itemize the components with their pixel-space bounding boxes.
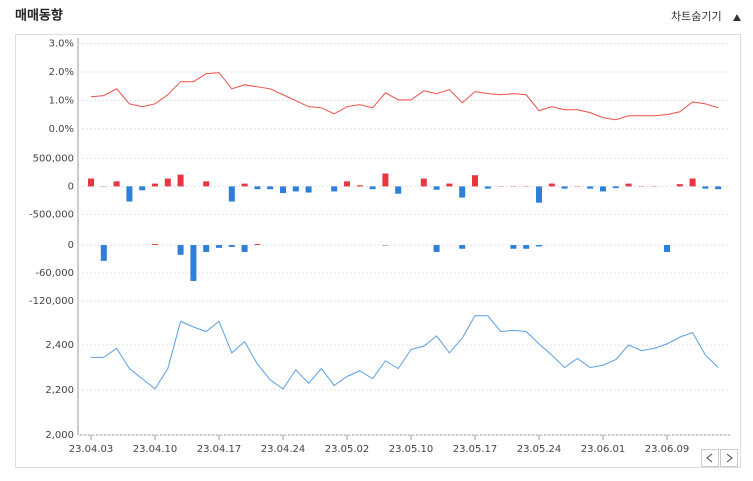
bar <box>344 181 350 187</box>
bar <box>510 245 517 249</box>
next-button[interactable] <box>720 449 738 467</box>
y-tick-label: -500,000 <box>29 209 74 220</box>
bar <box>600 186 606 192</box>
x-tick-label: 23.05.02 <box>325 444 370 455</box>
bar <box>177 174 184 187</box>
bar <box>152 244 158 246</box>
bar <box>395 186 402 194</box>
bar <box>548 183 555 187</box>
x-tick-label: 23.04.17 <box>197 444 242 455</box>
bar <box>420 178 427 187</box>
bar <box>369 186 376 190</box>
bar <box>267 186 274 190</box>
x-tick-label: 23.05.10 <box>389 444 434 455</box>
next-icon[interactable] <box>726 453 733 463</box>
x-tick-label: 23.04.24 <box>261 444 306 455</box>
bar <box>523 245 530 249</box>
y-tick-label: 2,200 <box>45 385 74 396</box>
bar <box>113 181 120 187</box>
bar <box>280 186 286 194</box>
bar <box>254 186 261 190</box>
bar <box>536 245 542 247</box>
y-tick-label: -120,000 <box>29 296 74 307</box>
y-tick-label: 0 <box>68 240 74 251</box>
x-tick-label: 23.04.03 <box>69 444 114 455</box>
y-tick-label: 3.0% <box>49 39 74 50</box>
bar <box>152 183 158 187</box>
bar <box>433 186 440 190</box>
bar <box>139 186 146 191</box>
bar <box>292 186 299 192</box>
y-tick-label: 2.0% <box>49 67 74 78</box>
bar <box>536 186 542 203</box>
bar <box>446 183 453 187</box>
toggle-icon[interactable] <box>733 14 741 21</box>
toggle-chart[interactable]: 차트숨기기 <box>671 10 722 23</box>
x-tick-label: 23.04.10 <box>133 444 178 455</box>
bar <box>459 245 466 249</box>
bar <box>715 186 722 190</box>
bar <box>689 178 696 187</box>
y-tick-label: 0.0% <box>49 124 74 135</box>
bar <box>612 186 619 189</box>
bar <box>177 245 184 255</box>
x-tick-label: 23.05.17 <box>453 444 498 455</box>
prev-button[interactable] <box>701 449 719 467</box>
bar <box>203 245 210 253</box>
bar <box>216 245 222 248</box>
y-tick-label: 1.0% <box>49 95 74 106</box>
chart-frame <box>15 34 741 468</box>
x-tick-label: 23.06.01 <box>581 444 626 455</box>
bar <box>164 178 171 187</box>
y-tick-label: -60,000 <box>35 268 74 279</box>
bar <box>356 185 363 187</box>
bar <box>203 181 210 187</box>
line-series <box>90 72 719 121</box>
bar <box>382 173 389 187</box>
bar <box>241 245 248 253</box>
y-tick-label: 500,000 <box>33 153 74 164</box>
bar <box>228 186 235 202</box>
bar <box>676 184 683 187</box>
y-tick-label: 2,000 <box>45 430 74 441</box>
bar <box>241 183 248 187</box>
bar <box>561 186 568 189</box>
bar <box>664 245 670 253</box>
bar <box>190 245 197 281</box>
widget-title: 매매동향 <box>15 8 63 24</box>
bar <box>433 245 440 253</box>
bar <box>305 186 312 193</box>
bar <box>126 186 133 202</box>
line-series <box>91 315 719 390</box>
bar <box>484 186 491 189</box>
bar <box>587 186 594 189</box>
prev-icon[interactable] <box>706 453 713 463</box>
bar <box>459 186 466 198</box>
bar <box>331 186 338 192</box>
bar <box>702 186 709 189</box>
bar <box>472 175 478 187</box>
y-tick-label: 0 <box>68 181 74 192</box>
y-tick-label: 2,400 <box>45 340 74 351</box>
x-tick-label: 23.06.09 <box>645 444 690 455</box>
bar <box>625 183 632 187</box>
bar <box>88 178 94 187</box>
bar <box>254 244 261 246</box>
bar <box>228 245 235 247</box>
x-tick-label: 23.05.24 <box>517 444 562 455</box>
bar <box>100 245 107 261</box>
